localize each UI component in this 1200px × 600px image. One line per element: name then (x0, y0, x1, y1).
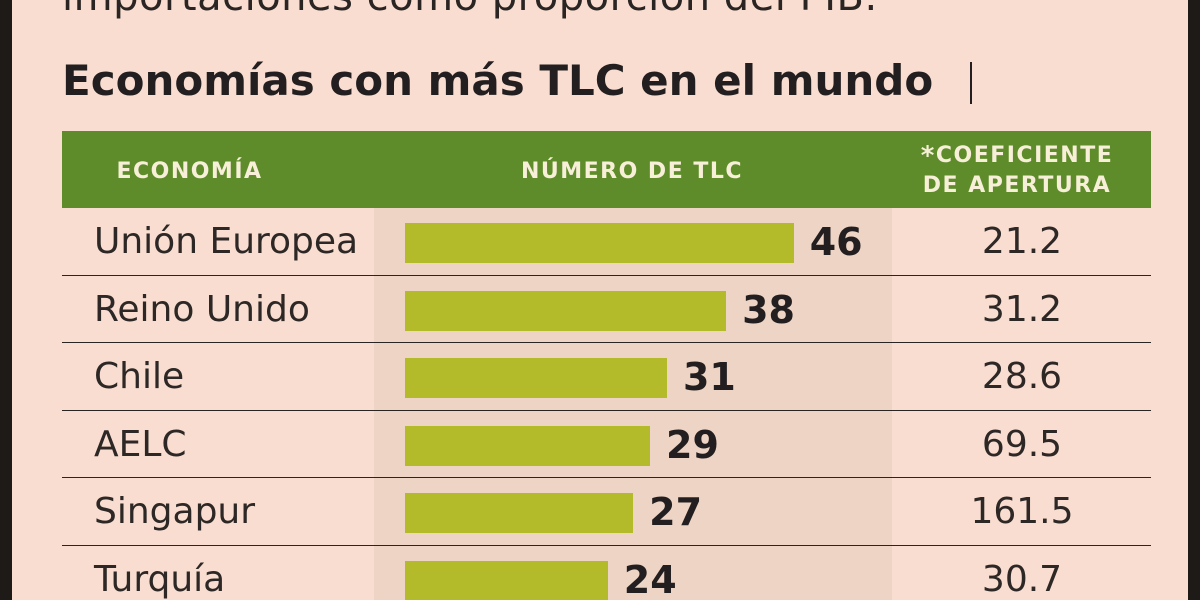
tlc-value-label: 29 (666, 422, 719, 467)
tlc-bar (405, 425, 651, 466)
tlc-value-label: 27 (649, 490, 703, 534)
intro-text: importaciones como proporción del PIB. (62, 0, 878, 20)
coeficiente-value: 161.5 (970, 491, 1074, 532)
header-economia: ECONOMÍA (116, 159, 263, 184)
coeficiente-value: 28.6 (981, 356, 1063, 397)
coeficiente-value: 30.7 (981, 558, 1063, 600)
economy-name: Unión Europea (94, 221, 359, 262)
table-header: ECONOMÍA NÚMERO DE TLC *COEFICIENTE DE A… (62, 131, 1151, 208)
tlc-bar (405, 223, 794, 263)
table-row: Turquía 24 30.7 (62, 546, 1151, 600)
economy-name: Singapur (94, 491, 256, 532)
tlc-value-label: 24 (623, 557, 677, 600)
tlc-value-label: 46 (809, 220, 863, 264)
header-coef-line1: COEFICIENTE (935, 143, 1114, 168)
table-row: Singapur 27 161.5 (62, 478, 1151, 546)
economy-name: Reino Unido (94, 288, 310, 330)
header-coef-line2: DE APERTURA (922, 173, 1112, 198)
coeficiente-value: 69.5 (981, 423, 1063, 465)
infographic-panel: importaciones como proporción del PIB. E… (12, 0, 1188, 600)
tlc-value-label: 31 (682, 355, 736, 399)
asterisk: * (920, 141, 936, 171)
tlc-bar (405, 493, 634, 533)
title-divider (970, 62, 972, 104)
tlc-bar (405, 560, 608, 600)
table-row: Chile 31 28.6 (62, 343, 1151, 411)
header-coeficiente: *COEFICIENTE DE APERTURA (917, 141, 1117, 201)
bar-column-shade (374, 208, 892, 600)
table-row: Unión Europea 46 21.2 (62, 208, 1151, 276)
chart-title: Economías con más TLC en el mundo (62, 56, 934, 105)
tlc-value-label: 38 (742, 287, 795, 332)
header-numero-tlc: NÚMERO DE TLC (520, 159, 744, 184)
table-row: Reino Unido 38 31.2 (62, 276, 1151, 343)
coeficiente-value: 21.2 (981, 221, 1063, 262)
economy-name: Chile (94, 356, 185, 397)
economy-name: Turquía (94, 558, 226, 600)
tlc-bar (405, 358, 667, 398)
coeficiente-value: 31.2 (981, 288, 1063, 330)
tlc-bar (405, 290, 727, 331)
table-body: Unión Europea 46 21.2 Reino Unido 38 31.2 Chil… (62, 208, 1151, 600)
economy-name: AELC (94, 423, 187, 465)
table-row: AELC 29 69.5 (62, 411, 1151, 478)
